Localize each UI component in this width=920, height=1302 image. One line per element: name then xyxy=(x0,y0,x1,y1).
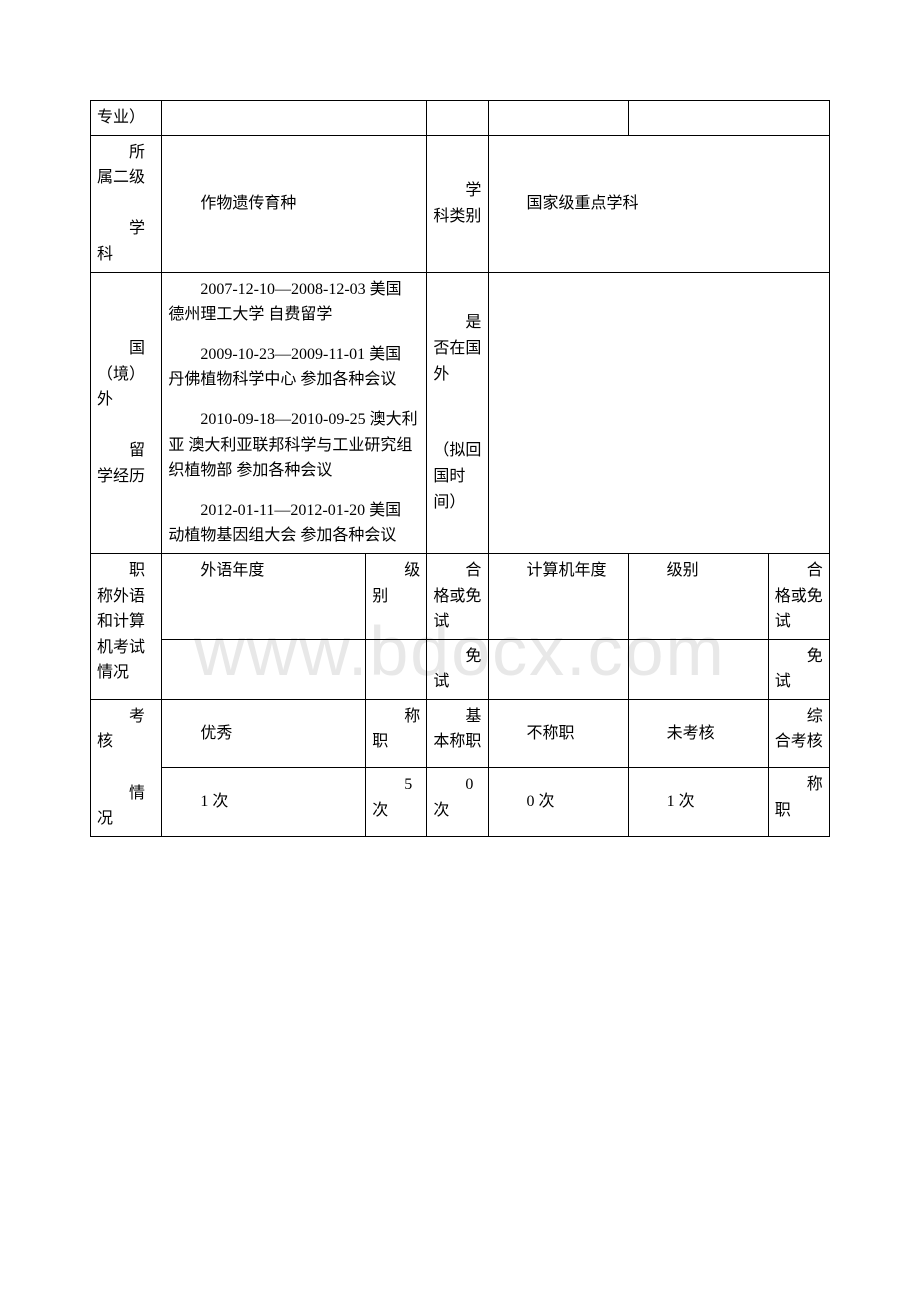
cell-text: 称职 xyxy=(775,776,823,819)
row3-c3 xyxy=(488,272,829,553)
cell-text: 1 次 xyxy=(667,793,695,810)
cell-text: 未考核 xyxy=(667,725,715,742)
row6-f: 综合考核 xyxy=(768,699,829,767)
row1-c3 xyxy=(488,101,628,136)
cell-text: 1 次 xyxy=(200,793,228,810)
cell-text: 免试 xyxy=(775,648,823,691)
table-row: 职称外语和计算机考试情况 外语年度 级别 合格或免试 计算机年度 级别 合格或免… xyxy=(91,553,830,639)
row4-f: 合格或免试 xyxy=(768,553,829,639)
row4-c: 合格或免试 xyxy=(427,553,488,639)
table-row: 国（境）外留学经历 2007-12-10—2008-12-03 美国 德州理工大… xyxy=(91,272,830,553)
row6-e: 未考核 xyxy=(628,699,768,767)
cell-text: 基本称职 xyxy=(433,708,481,751)
row6-d: 不称职 xyxy=(488,699,628,767)
row2-label: 所属二级学科 xyxy=(91,135,162,272)
table-row: 所属二级学科 作物遗传育种 学科类别 国家级重点学科 xyxy=(91,135,830,272)
row2-c1: 作物遗传育种 xyxy=(162,135,427,272)
row1-label: 专业） xyxy=(91,101,162,136)
cell-text: 称职 xyxy=(372,708,420,751)
row5-b xyxy=(366,639,427,699)
table-row: 免试 免试 xyxy=(91,639,830,699)
info-table: 专业） 所属二级学科 作物遗传育种 学科类别 国家级重点学科 国（境）外留学经历… xyxy=(90,100,830,837)
study-text: 2010-09-18—2010-09-25 澳大利亚 澳大利亚联邦科学与工业研究… xyxy=(168,411,417,479)
table-row: 专业） xyxy=(91,101,830,136)
study-entry: 2010-09-18—2010-09-25 澳大利亚 澳大利亚联邦科学与工业研究… xyxy=(168,407,420,484)
row6-a: 优秀 xyxy=(162,699,366,767)
table-row: 考核情况 优秀 称职 基本称职 不称职 未考核 综合考核 xyxy=(91,699,830,767)
row2-c1-text: 作物遗传育种 xyxy=(200,195,296,212)
row7-f: 称职 xyxy=(768,768,829,836)
study-text: 2009-10-23—2009-11-01 美国 丹佛植物科学中心 参加各种会议 xyxy=(168,346,401,389)
row2-c2: 学科类别 xyxy=(427,135,488,272)
row3-c2: 是否在国外（拟回国时间） xyxy=(427,272,488,553)
cell-text: 0 次 xyxy=(527,793,555,810)
table-row: 1 次 5次 0次 0 次 1 次 称职 xyxy=(91,768,830,836)
row7-e: 1 次 xyxy=(628,768,768,836)
row7-d: 0 次 xyxy=(488,768,628,836)
cell-text: 外语年度 xyxy=(200,562,264,579)
study-entry: 2012-01-11—2012-01-20 美国 动植物基因组大会 参加各种会议 xyxy=(168,498,420,549)
row7-a: 1 次 xyxy=(162,768,366,836)
row6-b: 称职 xyxy=(366,699,427,767)
cell-text: 0次 xyxy=(433,776,473,819)
row4-a: 外语年度 xyxy=(162,553,366,639)
cell-text: 不称职 xyxy=(527,725,575,742)
cell-text: 合格或免试 xyxy=(775,562,823,630)
row5-c: 免试 xyxy=(427,639,488,699)
row4-d: 计算机年度 xyxy=(488,553,628,639)
cell-text: 优秀 xyxy=(200,725,232,742)
cell-text: 级别 xyxy=(372,562,420,605)
cell-text: 合格或免试 xyxy=(433,562,481,630)
row3-label: 国（境）外留学经历 xyxy=(91,272,162,553)
row4-label: 职称外语和计算机考试情况 xyxy=(91,553,162,699)
row7-b: 5次 xyxy=(366,768,427,836)
row5-d xyxy=(488,639,628,699)
study-entry: 2007-12-10—2008-12-03 美国 德州理工大学 自费留学 xyxy=(168,277,420,328)
row4-b: 级别 xyxy=(366,553,427,639)
row1-c4 xyxy=(628,101,829,136)
row2-c3-text: 国家级重点学科 xyxy=(527,195,639,212)
row2-c3: 国家级重点学科 xyxy=(488,135,829,272)
row5-e xyxy=(628,639,768,699)
cell-text: 5次 xyxy=(372,776,412,819)
cell-text: 综合考核 xyxy=(775,708,823,751)
row7-c: 0次 xyxy=(427,768,488,836)
study-text: 2012-01-11—2012-01-20 美国 动植物基因组大会 参加各种会议 xyxy=(168,502,401,545)
row5-f: 免试 xyxy=(768,639,829,699)
row1-c2 xyxy=(427,101,488,136)
row5-a xyxy=(162,639,366,699)
cell-text: 计算机年度 xyxy=(527,562,607,579)
row1-c1 xyxy=(162,101,427,136)
row6-label: 考核情况 xyxy=(91,699,162,836)
study-text: 2007-12-10—2008-12-03 美国 德州理工大学 自费留学 xyxy=(168,281,401,324)
document-table-container: 专业） 所属二级学科 作物遗传育种 学科类别 国家级重点学科 国（境）外留学经历… xyxy=(0,0,920,837)
row4-e: 级别 xyxy=(628,553,768,639)
row3-c1: 2007-12-10—2008-12-03 美国 德州理工大学 自费留学 200… xyxy=(162,272,427,553)
study-entry: 2009-10-23—2009-11-01 美国 丹佛植物科学中心 参加各种会议 xyxy=(168,342,420,393)
cell-text: 免试 xyxy=(433,648,481,691)
row6-c: 基本称职 xyxy=(427,699,488,767)
cell-text: 级别 xyxy=(667,562,699,579)
